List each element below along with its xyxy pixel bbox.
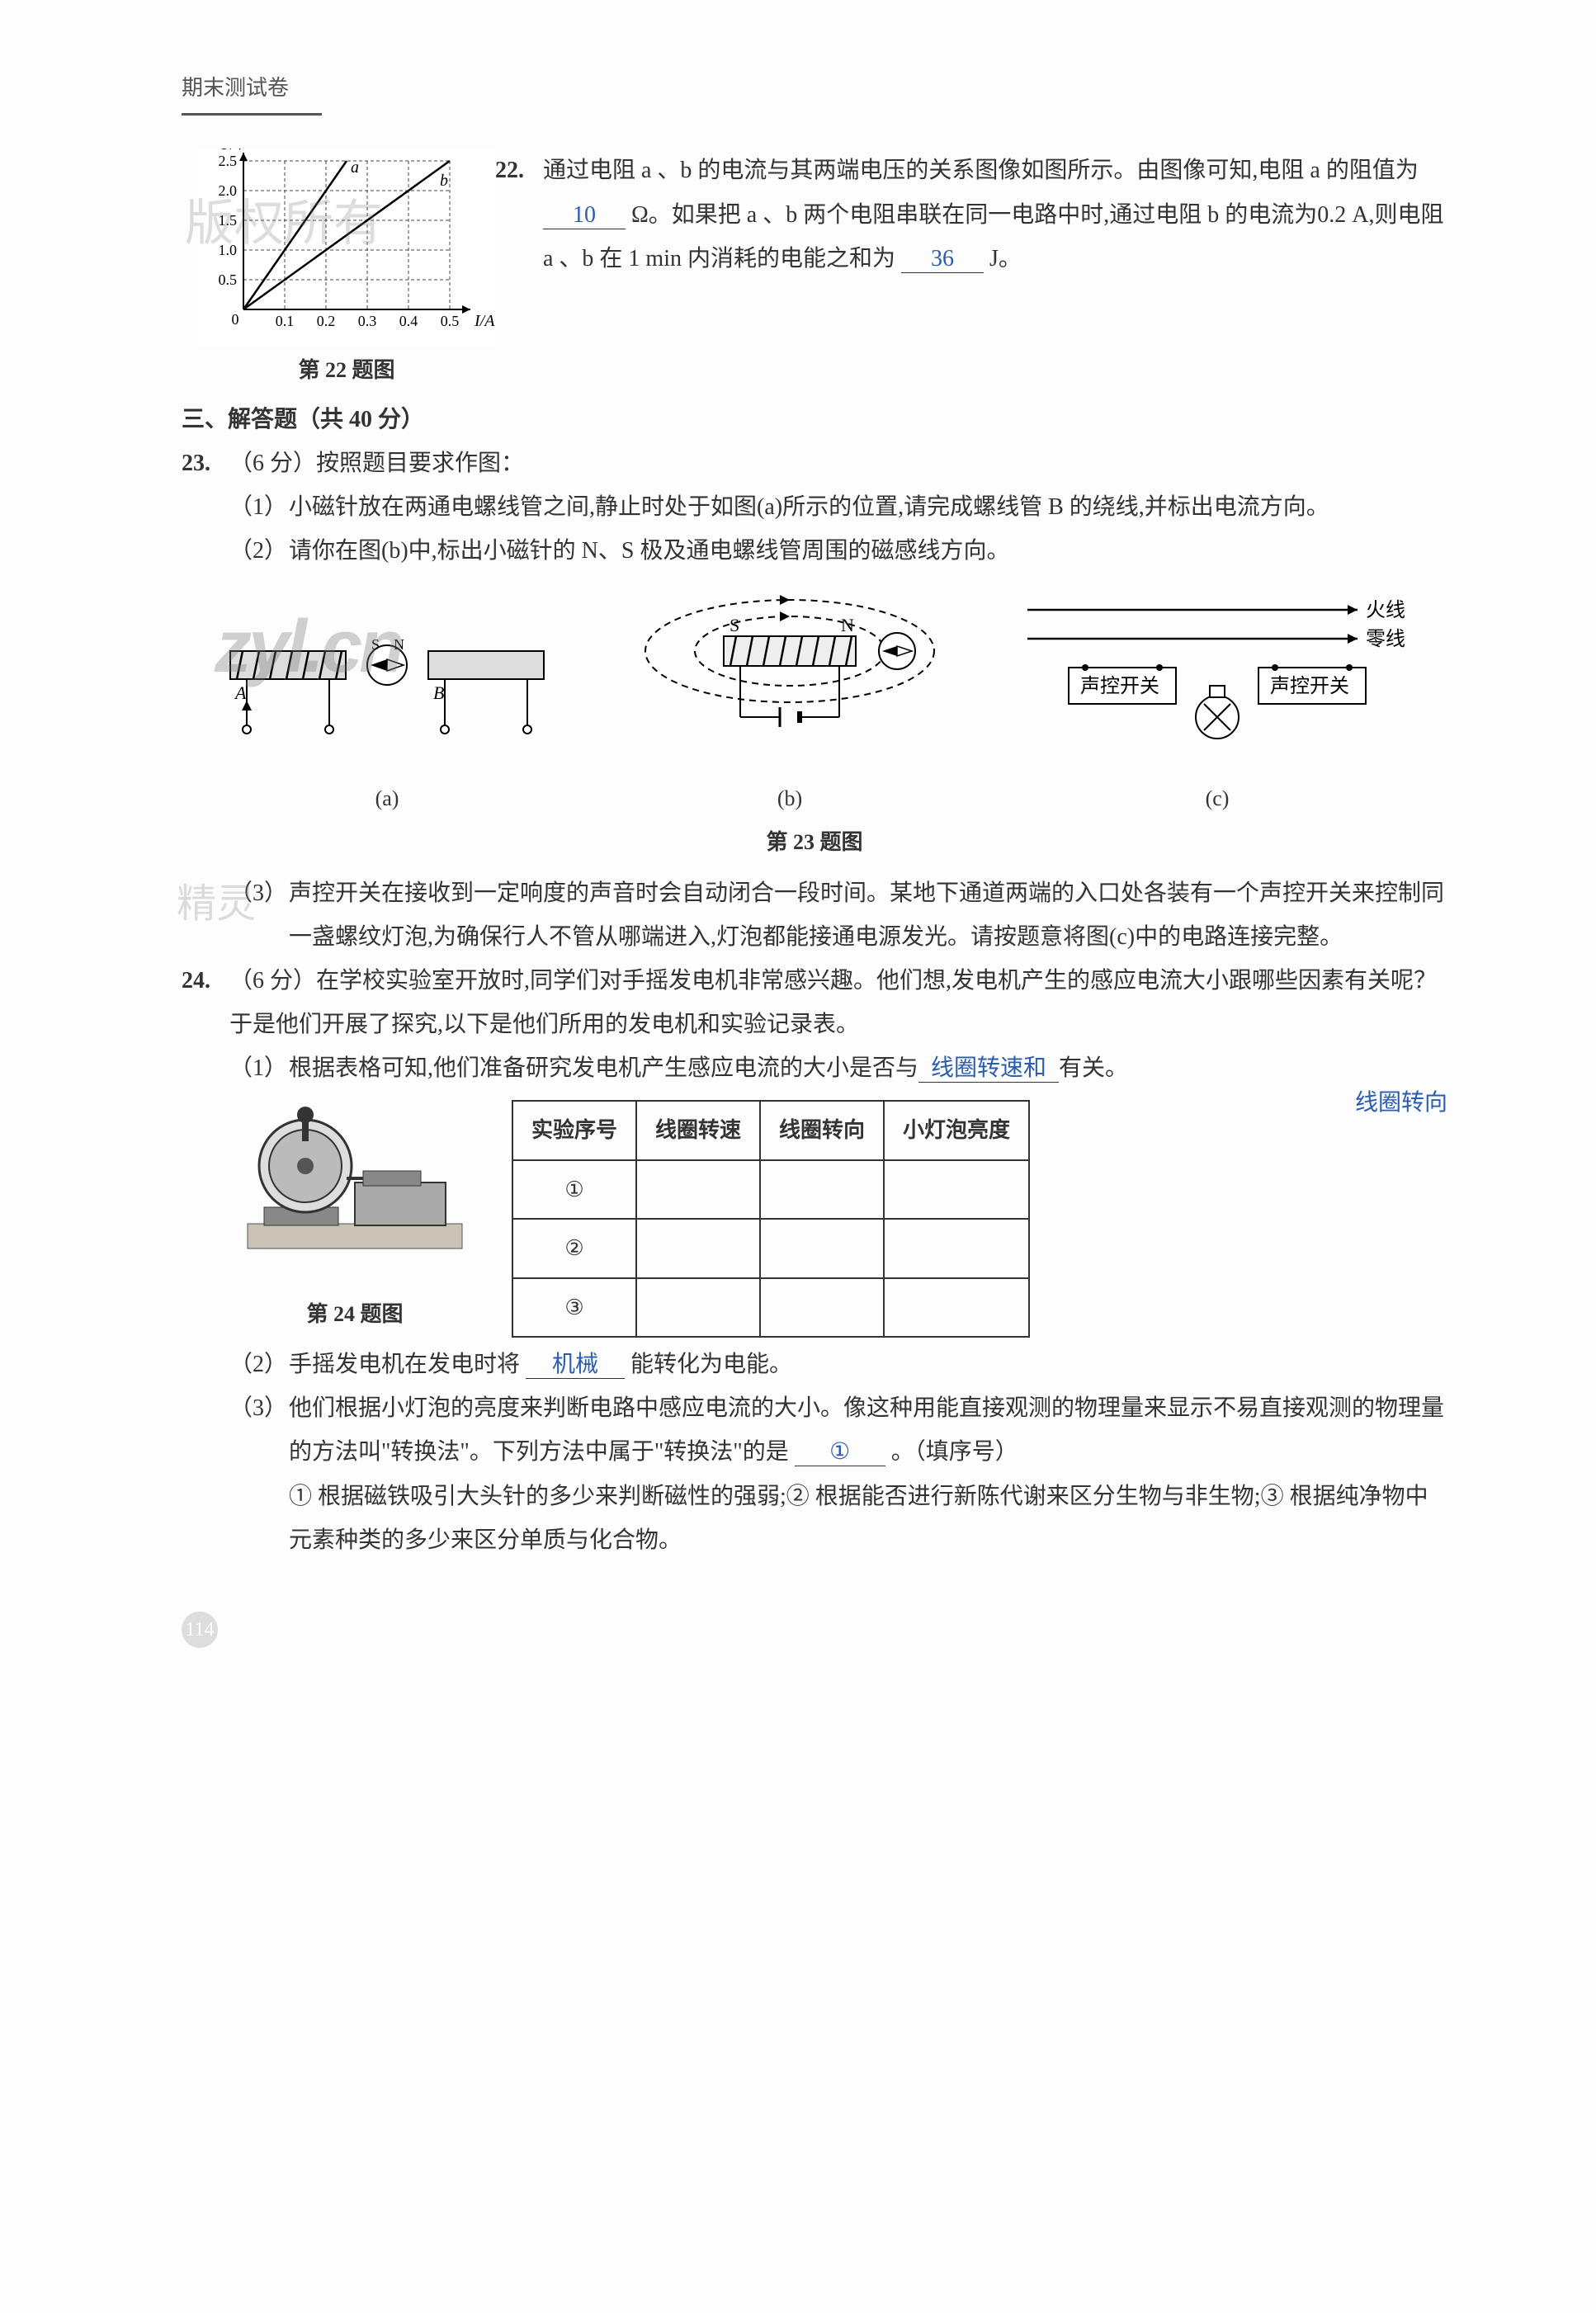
q22-chart-svg: a b 0 0.1 0.2 0.3 0.4 0.5 0.5 1.0 1.5 2.… [198,149,495,347]
svg-text:2.5: 2.5 [219,153,238,169]
q24-table: 实验序号 线圈转速 线圈转向 小灯泡亮度 ① ② ③ [512,1100,1030,1338]
q22-text-a: 通过电阻 a 、b 的电流与其两端电压的关系图像如图所示。由图像可知,电阻 a … [543,158,1419,183]
q24-p1-sn: （1） [229,1046,289,1090]
q23-p3: 声控开关在接收到一定响度的声音时会自动闭合一段时间。某地下通道两端的入口处各装有… [289,871,1447,959]
q24-p1-blank-l2: 线圈转向 [1355,1081,1447,1125]
q23-p3-sn: （3） [229,871,289,959]
q23-fig-b-label: (b) [625,778,955,819]
svg-text:B: B [433,682,444,703]
table-row: ① [512,1160,1029,1219]
table-row: ② [512,1219,1029,1277]
q22-blank-2: 36 [901,245,984,273]
cell [760,1278,884,1337]
svg-text:声控开关: 声控开关 [1080,675,1159,697]
q22-blank-1: 10 [543,201,626,229]
q23-p1: 小磁针放在两通电螺线管之间,静止时处于如图(a)所示的位置,请完成螺线管 B 的… [289,485,1447,529]
q24-p1-tail: 有关。 [1059,1055,1128,1081]
svg-text:U/V: U/V [219,149,248,153]
cell [884,1278,1029,1337]
svg-text:A: A [234,682,247,703]
q23-figures: zyl.cn A S N B [182,585,1447,819]
q24-p2-row: （2） 手摇发电机在发电时将 机械 能转化为电能。 （3） 他们根据小灯泡的亮度… [182,1343,1447,1562]
q24-fig-caption: 第 24 题图 [231,1294,479,1334]
q22-caption: 第 22 题图 [198,350,495,390]
th-1: 线圈转速 [636,1101,760,1159]
q23-fig-b: S N (b) [625,585,955,819]
svg-text:0.4: 0.4 [399,313,418,329]
svg-text:0.2: 0.2 [317,313,336,329]
svg-text:0.5: 0.5 [441,313,460,329]
question-22: a b 0 0.1 0.2 0.3 0.4 0.5 0.5 1.0 1.5 2.… [182,149,1447,390]
q23-points: （6 分）按照题目要求作图： [229,441,1447,485]
line-neutral-label: 零线 [1366,628,1405,650]
svg-text:1.0: 1.0 [219,242,238,258]
svg-text:S: S [730,615,739,635]
th-2: 线圈转向 [760,1101,884,1159]
q23-p1-sn: （1） [229,485,289,529]
cell: ① [512,1160,636,1219]
q23-fig-a-label: (a) [214,778,560,819]
q24-number: 24. [182,959,229,1091]
cell [884,1160,1029,1219]
q22-body: 通过电阻 a 、b 的电流与其两端电压的关系图像如图所示。由图像可知,电阻 a … [543,149,1447,390]
th-3: 小灯泡亮度 [884,1101,1029,1159]
cell: ② [512,1219,636,1277]
q23-number: 23. [182,441,229,574]
section-3-title: 三、解答题（共 40 分） [182,398,1447,441]
page-number-value: 114 [182,1612,218,1648]
q24-intro: （6 分）在学校实验室开放时,同学们对手摇发电机非常感兴趣。他们想,发电机产生的… [229,959,1447,1046]
q24-p2b: 能转化为电能。 [630,1352,792,1377]
q23-fig-a: A S N B (a) [214,602,560,819]
q24-opts: ① 根据磁铁吸引大头针的多少来判断磁性的强弱;② 根据能否进行新陈代谢来区分生物… [289,1475,1447,1562]
q24-p3b: 。（填序号） [891,1439,1018,1465]
svg-text:2.0: 2.0 [219,182,238,199]
q24-p1: 根据表格可知,他们准备研究发电机产生感应电流的大小是否与 [289,1055,918,1081]
svg-text:I/A: I/A [474,312,495,330]
q23-fig-c-label: (c) [1019,778,1415,819]
q24-p2-sn: （2） [229,1343,289,1386]
table-header-row: 实验序号 线圈转速 线圈转向 小灯泡亮度 [512,1101,1029,1159]
q24-fig-and-table: 第 24 题图 实验序号 线圈转速 线圈转向 小灯泡亮度 ① ② ③ [231,1100,1447,1338]
page-number: 114 [182,1612,1447,1650]
svg-text:S: S [371,636,380,653]
svg-text:0.3: 0.3 [358,313,377,329]
q24-p3-blank: ① [795,1438,885,1466]
cell [884,1219,1029,1277]
cell [760,1160,884,1219]
q22-number: 22. [495,149,543,390]
q24-p2a: 手摇发电机在发电时将 [289,1352,520,1377]
q24-p3-sn: （3） [229,1386,289,1562]
svg-text:0.5: 0.5 [219,271,238,288]
cell [760,1219,884,1277]
cell [636,1278,760,1337]
q24-p1-blank-l1: 线圈转速和 [918,1055,1059,1083]
svg-text:1.5: 1.5 [219,212,238,229]
q23-p2-sn: （2） [229,529,289,573]
question-23-p3: 精灵 （3） 声控开关在接收到一定响度的声音时会自动闭合一段时间。某地下通道两端… [182,871,1447,959]
cell [636,1160,760,1219]
svg-text:声控开关: 声控开关 [1270,675,1349,697]
svg-text:N: N [841,615,854,635]
svg-text:b: b [440,172,448,190]
q22-unit-2: J。 [989,246,1022,271]
q24-generator-image: 第 24 题图 [231,1100,479,1334]
q23-fig-c: 火线 零线 声控开关 声控开关 (c) [1019,585,1415,819]
svg-text:a: a [351,158,359,177]
q23-p2: 请你在图(b)中,标出小磁针的 N、S 极及通电螺线管周围的磁感线方向。 [289,529,1447,573]
svg-text:N: N [394,636,404,653]
question-24: 24. （6 分）在学校实验室开放时,同学们对手摇发电机非常感兴趣。他们想,发电… [182,959,1447,1091]
question-23: 23. （6 分）按照题目要求作图： （1） 小磁针放在两通电螺线管之间,静止时… [182,441,1447,574]
svg-text:0.1: 0.1 [276,313,295,329]
q24-p2-blank: 机械 [526,1351,625,1379]
line-live-label: 火线 [1366,599,1405,621]
page-header: 期末测试卷 [182,68,322,116]
q22-chart: a b 0 0.1 0.2 0.3 0.4 0.5 0.5 1.0 1.5 2.… [198,149,495,390]
table-row: ③ [512,1278,1029,1337]
svg-text:0: 0 [232,311,239,328]
th-0: 实验序号 [512,1101,636,1159]
cell: ③ [512,1278,636,1337]
q23-fig-caption: 第 23 题图 [182,822,1447,862]
cell [636,1219,760,1277]
